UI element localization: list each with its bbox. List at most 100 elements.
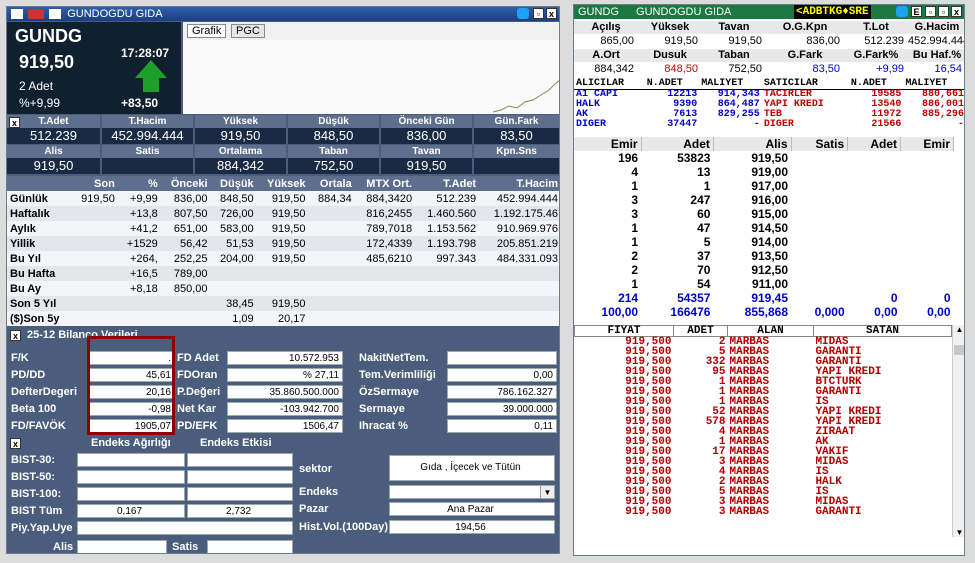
period-cell: 919,50	[271, 192, 306, 205]
depth-header: Adet	[641, 137, 714, 151]
depth-header: Adet	[847, 137, 902, 151]
depth-cell	[901, 179, 954, 193]
trade-cell: 17	[712, 446, 726, 458]
period-cell	[257, 281, 309, 296]
period-cell	[479, 266, 559, 281]
twitter-icon-right[interactable]	[896, 6, 908, 17]
right-close-button[interactable]: x	[951, 6, 962, 17]
period-cell: 651,00	[173, 222, 208, 235]
summary-row-2: Alis 919,50 Satis Ortalama 884,342 Taban 752,5…	[7, 145, 559, 175]
balance-close-button[interactable]: x	[10, 330, 21, 341]
index-effect-value	[187, 487, 293, 501]
tab-pgc[interactable]: PGC	[231, 24, 265, 38]
endeks-select[interactable]: ▼	[389, 485, 555, 499]
depth-total-cell: 0,00	[874, 305, 898, 319]
close-button[interactable]: x	[546, 8, 557, 19]
summary-header: Alis	[7, 145, 100, 158]
period-header: %	[148, 177, 158, 190]
depth-cell: 53823	[677, 151, 711, 165]
period-cell	[415, 311, 479, 326]
trade-cell: MIDAS	[815, 496, 849, 508]
balance-label: PD/EFK	[177, 420, 218, 432]
period-label: Günlük	[10, 192, 48, 205]
period-cell	[72, 281, 118, 296]
trade-cell: ZIRAAT	[815, 426, 856, 438]
twitter-icon[interactable]	[517, 8, 529, 19]
balance-label: Tem.Verimliliği	[359, 369, 436, 381]
depth-cell	[848, 165, 901, 179]
depth-cell: 919,50	[751, 151, 789, 165]
trade-row: 919,500 2 MARBAS HALK	[575, 476, 952, 488]
trade-cell: 4	[718, 466, 726, 478]
period-label: Son 5 Yıl	[10, 297, 57, 310]
depth-table: Emir Adet Alis Satis Adet Emir 196 53823 919,50…	[574, 137, 954, 319]
left-title-bar: GUNDOGDU GIDA ▫ x	[7, 7, 559, 21]
minimize-button[interactable]: ▫	[533, 8, 544, 19]
depth-total-cell: 0	[943, 291, 951, 305]
depth-cell	[791, 263, 848, 277]
index-close-button[interactable]: x	[10, 438, 21, 449]
excel-button[interactable]: E	[911, 6, 922, 17]
broker-row: DIGER 37447- DIGER 21566-	[574, 119, 964, 130]
scroll-up-icon[interactable]: ▲	[955, 325, 964, 334]
scroll-down-icon[interactable]: ▼	[955, 528, 964, 537]
chevron-down-icon[interactable]: ▼	[540, 486, 554, 498]
balance-label: Ihracat %	[359, 420, 408, 432]
rq-value: 752,50	[728, 63, 762, 75]
period-cell: +9,99	[129, 192, 158, 205]
depth-row: 196 53823 919,50	[574, 151, 954, 165]
depth-cell: 919,00	[751, 165, 789, 179]
broker-cell: 19585	[871, 89, 902, 100]
trade-cell: 5	[718, 486, 726, 498]
summary-header: T.Hacim	[102, 115, 193, 128]
trade-cell: 1	[718, 436, 726, 448]
period-cell	[309, 266, 355, 281]
broker-header: N.ADET	[848, 79, 904, 90]
right-minimize-button[interactable]: ▫	[925, 6, 936, 17]
tab-grafik[interactable]: Grafik	[187, 24, 227, 38]
right-restore-button[interactable]: ▫	[938, 6, 949, 17]
trade-row: 919,500 578 MARBAS YAPI KREDI	[575, 417, 952, 428]
period-cell: 997.343	[436, 252, 477, 265]
depth-row: 2 70 912,50	[574, 263, 954, 277]
trade-cell: MARBAS	[729, 466, 770, 478]
rq-value: 848,50	[664, 63, 698, 75]
balance-value: % 27,11	[227, 368, 343, 382]
period-cell	[355, 266, 415, 281]
trade-row: 919,500 1 MARBAS GARANTI	[575, 387, 952, 398]
broker-row: AK 7613 829,255 TEB 11972 885,296	[574, 110, 964, 120]
trade-cell: HALK	[815, 476, 842, 488]
trades-header: SATAN	[812, 325, 952, 337]
period-cell: 484.331.093	[496, 252, 558, 265]
balance-value: 1506,47	[227, 419, 343, 433]
settings-icon[interactable]	[49, 9, 62, 20]
depth-cell: 917,00	[751, 179, 789, 193]
balance-label: ÖzSermaye	[359, 386, 419, 398]
broker-cell: HALK	[576, 99, 601, 110]
depth-cell: 1	[631, 221, 639, 235]
period-cell: 884,3420	[366, 192, 413, 205]
depth-cell: 1	[703, 179, 711, 193]
period-cell: +16,5	[129, 267, 158, 280]
right-symbol: GUNDG	[578, 6, 619, 18]
scroll-thumb[interactable]	[954, 345, 964, 355]
summary-header: Düşük	[288, 115, 379, 128]
trade-cell: MIDAS	[815, 456, 849, 468]
broker-cell: -	[957, 119, 964, 130]
depth-cell: 913,50	[751, 249, 789, 263]
period-cell: 789,7018	[366, 222, 413, 235]
balance-label: PD/DD	[11, 369, 46, 381]
period-cell	[72, 311, 118, 326]
scrollbar[interactable]: ▲ ▼	[952, 325, 964, 537]
trade-cell: MARBAS	[729, 396, 770, 408]
depth-row: 3 247 916,00	[574, 193, 954, 207]
depth-row: 1 1 917,00	[574, 179, 954, 193]
right-name: GUNDOGDU GIDA	[636, 6, 732, 18]
period-cell	[415, 296, 479, 311]
trade-row: 919,500 1 MARBAS IS	[575, 396, 952, 408]
trade-cell: IS	[815, 486, 829, 498]
period-cell: 204,00	[220, 252, 254, 265]
rq-value: 884,342	[594, 63, 634, 75]
summary-close-button[interactable]: x	[9, 117, 20, 128]
depth-cell: 70	[697, 263, 711, 277]
